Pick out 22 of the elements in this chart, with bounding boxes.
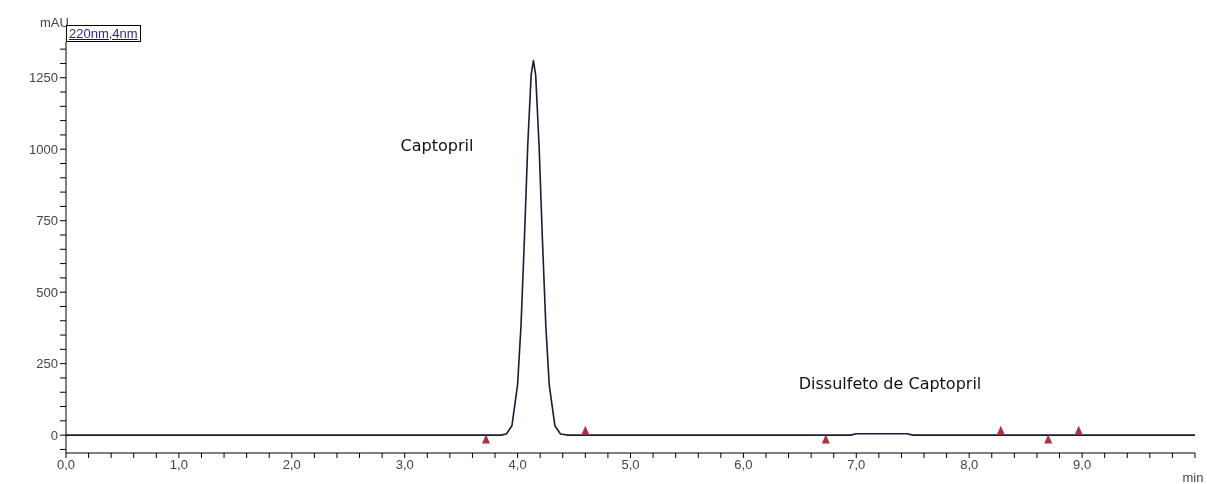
x-tick-label: 3,0 — [395, 457, 414, 473]
x-tick-label: 0,0 — [56, 457, 76, 473]
y-tick-label: 1000 — [29, 141, 58, 157]
x-tick-label: 7,0 — [847, 457, 866, 473]
text: 220nm,4nm — [69, 26, 138, 41]
y-tick-label: 500 — [36, 284, 58, 300]
x-tick-label: 9,0 — [1073, 457, 1092, 473]
y-axis-title: mAU — [40, 15, 69, 31]
annotation: Dissulfeto de Captopril — [798, 373, 982, 393]
x-tick-label: 1,0 — [169, 457, 188, 473]
y-tick-label: 750 — [36, 213, 58, 229]
x-tick-label: 5,0 — [621, 457, 640, 473]
line-series — [66, 59, 1195, 436]
annotation: Captopril — [400, 135, 474, 155]
x-tick-label: 8,0 — [960, 457, 979, 473]
x-tick-label: 4,0 — [508, 457, 527, 473]
y-tick-label: 1250 — [29, 70, 58, 86]
x-tick-label: 6,0 — [734, 457, 753, 473]
x-axis-title: min — [1182, 470, 1204, 484]
y-tick-label: 250 — [36, 356, 58, 372]
y-tick-label: 0 — [50, 427, 58, 443]
x-tick-label: 2,0 — [282, 457, 301, 473]
